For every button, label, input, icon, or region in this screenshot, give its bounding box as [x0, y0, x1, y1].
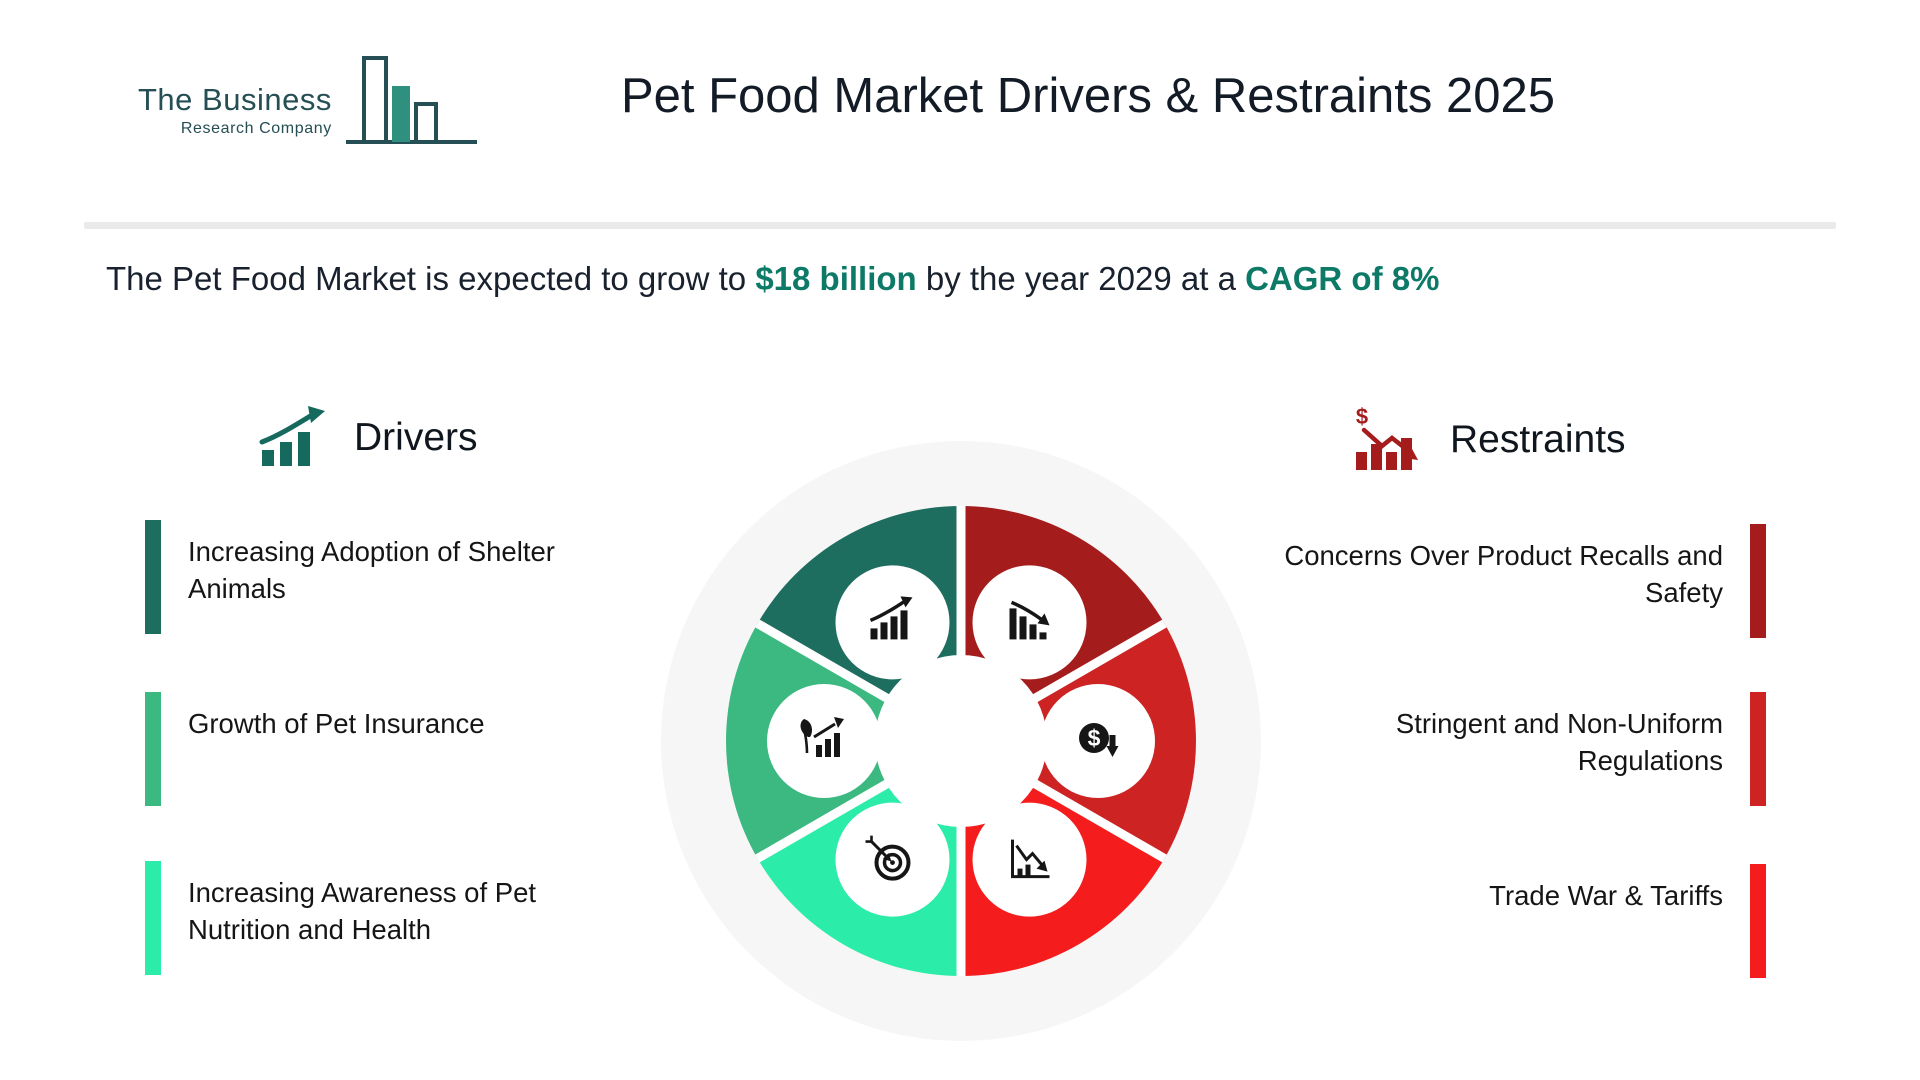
summary-part2: by the year 2029 at a: [916, 260, 1246, 297]
summary-highlight-cagr: CAGR of 8%: [1245, 260, 1440, 297]
drivers-growth-bars-icon: [259, 406, 325, 466]
market-summary-text: The Pet Food Market is expected to grow …: [106, 260, 1439, 298]
svg-text:$: $: [1088, 725, 1101, 751]
page-title: Pet Food Market Drivers & Restraints 202…: [620, 69, 1556, 123]
svg-text:$: $: [1356, 406, 1368, 429]
header-divider: [84, 222, 1836, 229]
restraint-item-product-recalls: Concerns Over Product Recalls and Safety: [1253, 524, 1766, 638]
target-arrow-icon: [865, 835, 911, 881]
dollar-decrease-icon: $: [1079, 723, 1119, 757]
brand-bar-chart-icon: [345, 56, 477, 144]
wheel-node-growth: [835, 565, 950, 680]
driver-item-label: Growth of Pet Insurance: [188, 708, 485, 739]
drivers-heading: Drivers: [354, 416, 478, 459]
wheel-node-target: [835, 802, 950, 917]
restraints-section-header: $ Restraints: [1352, 406, 1626, 474]
driver-item-pet-insurance: Growth of Pet Insurance: [145, 692, 608, 806]
restraint-item-color-bar: [1750, 864, 1766, 978]
restraint-item-label: Trade War & Tariffs: [1489, 880, 1723, 911]
summary-part1: The Pet Food Market is expected to grow …: [106, 260, 756, 297]
restraints-decline-bars-icon: $: [1356, 406, 1418, 470]
drivers-section-header: Drivers: [256, 406, 478, 470]
brand-name-line2: Research Company: [180, 120, 332, 137]
driver-item-color-bar: [145, 692, 161, 806]
driver-item-color-bar: [145, 861, 161, 975]
restraints-heading: Restraints: [1450, 418, 1626, 461]
driver-item-color-bar: [145, 520, 161, 634]
driver-item-nutrition-awareness: Increasing Awareness of Pet Nutrition an…: [145, 861, 608, 975]
declining-line-chart-icon: [1011, 839, 1050, 879]
brand-logo-text: The Business Research Company: [138, 82, 332, 138]
wheel-node-declining-bars: [972, 565, 1087, 680]
driver-item-label: Increasing Awareness of Pet Nutrition an…: [188, 877, 537, 945]
wheel-center-circle: [875, 655, 1047, 827]
driver-item-shelter-animals: Increasing Adoption of Shelter Animals: [145, 520, 608, 634]
restraint-item-color-bar: [1750, 692, 1766, 806]
wheel-node-plant-growth: [767, 684, 881, 798]
restraint-item-trade-war: Trade War & Tariffs: [1253, 864, 1766, 978]
plant-growth-chart-icon: [800, 717, 844, 757]
restraint-item-color-bar: [1750, 524, 1766, 638]
brand-logo: The Business Research Company: [138, 52, 479, 152]
driver-item-label: Increasing Adoption of Shelter Animals: [188, 536, 555, 604]
brand-name-line1: The Business: [138, 82, 332, 117]
restraint-item-label: Stringent and Non-Uniform Regulations: [1395, 708, 1723, 776]
summary-highlight-value: $18 billion: [755, 260, 917, 297]
restraint-item-label: Concerns Over Product Recalls and Safety: [1284, 540, 1723, 608]
wheel-node-dollar-decrease: $: [1041, 684, 1155, 798]
drivers-restraints-wheel-diagram: $: [661, 441, 1261, 1041]
line-growth-chart-icon: [869, 596, 913, 640]
wheel-node-declining-chart: [972, 802, 1087, 917]
restraint-item-regulations: Stringent and Non-Uniform Regulations: [1253, 692, 1766, 806]
declining-bars-icon: [1009, 600, 1050, 640]
